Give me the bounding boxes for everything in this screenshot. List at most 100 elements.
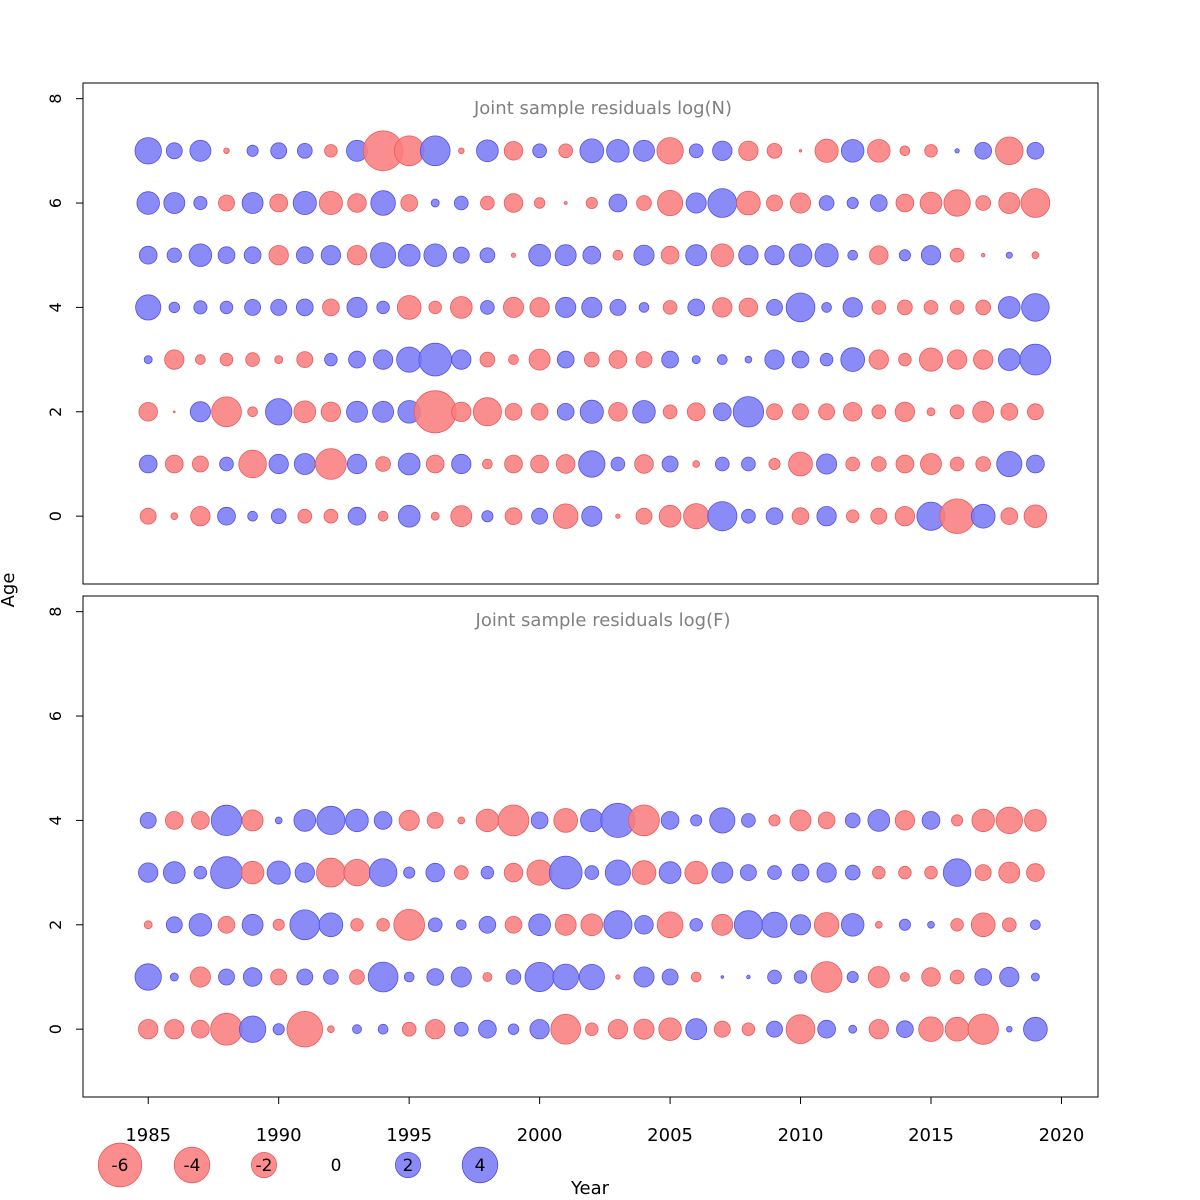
- residual-bubble: [318, 912, 344, 938]
- residual-bubble: [690, 971, 702, 983]
- legend-bubble: [173, 1146, 211, 1184]
- residual-bubble: [346, 245, 368, 266]
- residual-bubble: [949, 300, 965, 315]
- residual-bubble: [191, 811, 210, 830]
- residual-bubble: [270, 968, 288, 986]
- panel-title: Joint sample residuals log(F): [475, 610, 731, 631]
- residual-bubble: [610, 456, 626, 472]
- residual-bubble: [190, 506, 211, 527]
- residual-bubble: [472, 397, 502, 427]
- legend-label: -2: [256, 1156, 273, 1176]
- residual-bubble: [530, 454, 549, 474]
- residual-bubble: [658, 1017, 682, 1041]
- residual-bubble: [920, 245, 942, 266]
- residual-bubble: [241, 913, 264, 936]
- residual-bubble: [656, 137, 684, 165]
- residual-bubble: [294, 862, 315, 883]
- residual-bubble: [347, 506, 367, 526]
- residual-bubble: [320, 401, 341, 422]
- residual-bubble: [219, 456, 234, 472]
- residual-bubble: [270, 508, 287, 525]
- residual-bubble: [975, 195, 991, 211]
- residual-bubble: [556, 454, 576, 474]
- residual-bubble: [397, 452, 421, 476]
- residual-bubble: [764, 245, 785, 266]
- residual-bubble: [869, 194, 888, 212]
- residual-bubble: [413, 390, 457, 434]
- residual-bubble: [1026, 454, 1045, 474]
- residual-bubble: [1020, 188, 1051, 218]
- residual-bubble: [738, 297, 759, 318]
- residual-bubble: [244, 298, 262, 316]
- residual-bubble: [842, 297, 863, 318]
- residual-bubble: [297, 508, 313, 524]
- residual-bubble: [419, 135, 451, 167]
- residual-bubble: [997, 296, 1021, 319]
- residual-bubble: [793, 970, 808, 984]
- residual-bubble: [348, 350, 366, 369]
- residual-bubble: [346, 296, 368, 318]
- residual-bubble: [401, 1021, 417, 1037]
- residual-bubble: [764, 349, 785, 370]
- residual-bubble: [289, 909, 321, 941]
- residual-bubble: [685, 1018, 708, 1041]
- residual-bubble: [165, 142, 183, 160]
- residual-bubble: [504, 915, 523, 934]
- residual-bubble: [841, 139, 865, 163]
- residual-bubble: [528, 348, 551, 371]
- legend-bubble: [394, 1152, 421, 1179]
- residual-bubble: [169, 972, 179, 982]
- residual-bubble: [846, 196, 859, 209]
- residual-bubble: [243, 246, 262, 265]
- residual-bubble: [370, 190, 396, 216]
- bubble-layer: [134, 802, 1048, 1048]
- residual-bubble: [164, 1019, 185, 1040]
- residual-bubble: [296, 351, 314, 369]
- residual-bubble: [741, 1022, 756, 1036]
- residual-bubble: [556, 350, 575, 369]
- residual-bubble: [685, 192, 707, 214]
- residual-bubble: [1019, 343, 1052, 376]
- residual-bubble: [615, 974, 621, 980]
- residual-bubble: [425, 1019, 446, 1040]
- residual-bubble: [927, 920, 935, 929]
- residual-bubble: [373, 811, 393, 830]
- residual-bubble: [138, 245, 158, 265]
- residual-bubble: [270, 142, 288, 160]
- residual-bubble: [528, 243, 551, 267]
- residual-bubble: [553, 503, 579, 529]
- residual-bubble: [898, 352, 912, 367]
- residual-bubble: [846, 509, 860, 523]
- residual-bubble: [1031, 972, 1040, 982]
- residual-bubble: [1000, 507, 1019, 526]
- legend-label: 2: [403, 1156, 414, 1176]
- residual-bubble: [686, 402, 706, 422]
- residual-bubble: [633, 966, 655, 988]
- residual-bubble: [139, 812, 157, 829]
- residual-bubble: [457, 816, 466, 825]
- x-tick-label: 2000: [517, 1125, 563, 1146]
- residual-bubble: [188, 243, 213, 267]
- residual-bubble: [323, 508, 339, 524]
- residual-bubble: [691, 355, 701, 365]
- residual-bubble: [790, 192, 812, 214]
- residual-bubble: [375, 456, 391, 472]
- residual-bubble: [553, 808, 578, 833]
- legend: -6 -4 -2 0 2 4: [97, 1142, 499, 1188]
- residual-bubble: [766, 143, 783, 159]
- residual-bubble: [497, 804, 530, 837]
- residual-bubble: [847, 249, 858, 261]
- residual-bubble: [683, 503, 710, 530]
- residual-bubble: [503, 862, 524, 883]
- residual-bubble: [981, 252, 986, 258]
- residual-bubble: [900, 972, 910, 982]
- residual-bubble: [974, 142, 992, 160]
- residual-bubble: [548, 855, 583, 890]
- residual-bubble: [430, 511, 440, 521]
- x-tick-label: 1995: [386, 1125, 432, 1146]
- residual-bubble: [428, 300, 442, 315]
- residual-bubble: [508, 354, 519, 365]
- residual-bubble: [163, 192, 186, 214]
- residual-bubble: [532, 143, 547, 159]
- residual-bubble: [343, 858, 371, 887]
